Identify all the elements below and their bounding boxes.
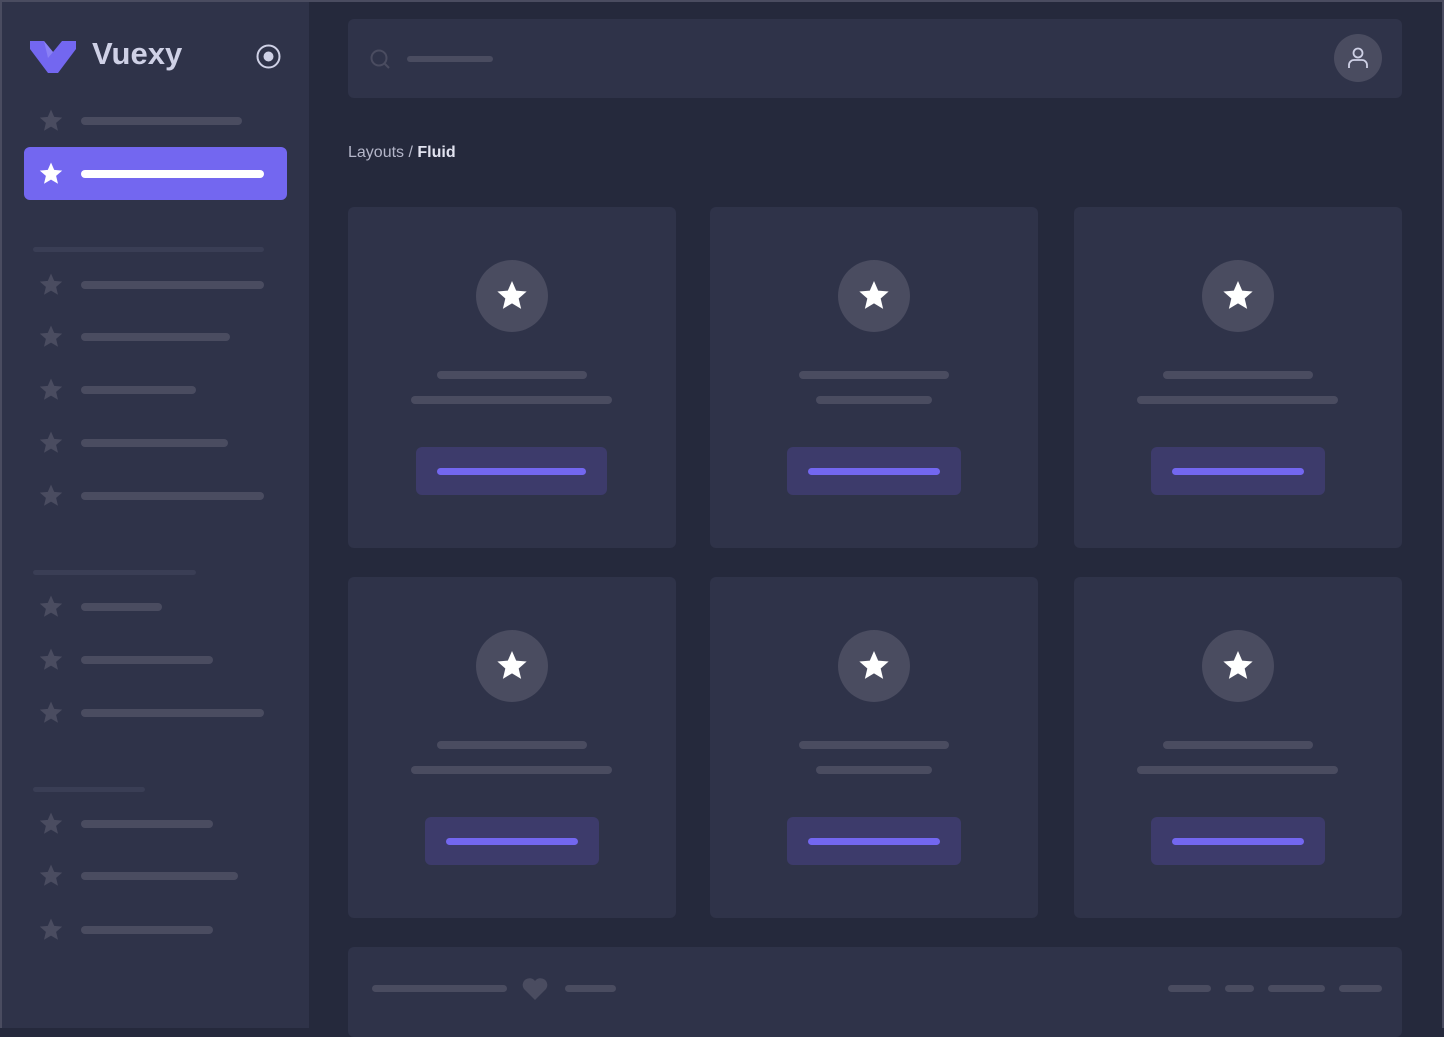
footer-link[interactable] bbox=[1168, 985, 1211, 992]
sidebar-item-label bbox=[81, 439, 228, 447]
sidebar-item-label bbox=[81, 492, 264, 500]
star-icon bbox=[39, 162, 63, 184]
card-button-label bbox=[808, 468, 940, 475]
breadcrumb-separator: / bbox=[408, 144, 413, 161]
star-icon bbox=[497, 280, 527, 309]
footer-text bbox=[372, 985, 507, 992]
feature-card bbox=[1074, 207, 1402, 548]
feature-card bbox=[348, 207, 676, 548]
star-icon bbox=[39, 484, 63, 506]
star-icon bbox=[39, 648, 63, 670]
star-icon bbox=[859, 280, 889, 309]
star-icon bbox=[39, 595, 63, 617]
star-icon bbox=[39, 864, 63, 886]
card-button[interactable] bbox=[787, 447, 961, 495]
radio-circle-icon[interactable] bbox=[256, 44, 281, 69]
breadcrumb-current: Fluid bbox=[417, 144, 456, 161]
sidebar-item-label bbox=[81, 117, 242, 125]
card-title bbox=[1163, 371, 1313, 379]
card-button-label bbox=[1172, 838, 1304, 845]
sidebar-item-label bbox=[81, 926, 213, 934]
star-icon bbox=[859, 650, 889, 679]
feature-card bbox=[1074, 577, 1402, 918]
sidebar-item-label bbox=[81, 386, 196, 394]
search-input[interactable] bbox=[407, 56, 493, 62]
card-button[interactable] bbox=[416, 447, 607, 495]
card-title bbox=[799, 371, 949, 379]
sidebar-item-label bbox=[81, 333, 230, 341]
card-icon-badge bbox=[476, 260, 548, 332]
card-title bbox=[437, 741, 587, 749]
star-icon bbox=[39, 109, 63, 131]
sidebar-item-label bbox=[81, 872, 238, 880]
breadcrumb: Layouts / Fluid bbox=[348, 144, 456, 162]
card-text bbox=[1137, 396, 1338, 404]
card-text bbox=[411, 766, 612, 774]
card-title bbox=[799, 741, 949, 749]
avatar[interactable] bbox=[1334, 34, 1382, 82]
feature-card bbox=[710, 207, 1038, 548]
footer-link[interactable] bbox=[1225, 985, 1254, 992]
sidebar-item-label bbox=[81, 170, 264, 178]
card-button-label bbox=[437, 468, 586, 475]
card-button-label bbox=[446, 838, 578, 845]
feature-card bbox=[710, 577, 1038, 918]
card-button[interactable] bbox=[1151, 447, 1325, 495]
breadcrumb-parent[interactable]: Layouts bbox=[348, 144, 405, 161]
vuexy-logo-icon bbox=[30, 41, 76, 73]
section-divider bbox=[33, 247, 264, 252]
user-icon bbox=[1348, 47, 1368, 68]
sidebar-item-label bbox=[81, 820, 213, 828]
card-icon-badge bbox=[838, 260, 910, 332]
card-icon-badge bbox=[476, 630, 548, 702]
section-divider bbox=[33, 570, 196, 575]
footer-text bbox=[565, 985, 616, 992]
card-text bbox=[816, 766, 932, 774]
search-icon[interactable] bbox=[370, 49, 391, 70]
card-button[interactable] bbox=[787, 817, 961, 865]
sidebar-item-label bbox=[81, 709, 264, 717]
sidebar-item-label bbox=[81, 281, 264, 289]
card-button[interactable] bbox=[425, 817, 599, 865]
card-title bbox=[1163, 741, 1313, 749]
card-icon-badge bbox=[838, 630, 910, 702]
card-button-label bbox=[808, 838, 940, 845]
app-name: Vuexy bbox=[92, 36, 183, 71]
star-icon bbox=[39, 325, 63, 347]
section-divider bbox=[33, 787, 145, 792]
card-title bbox=[437, 371, 587, 379]
footer-link[interactable] bbox=[1339, 985, 1382, 992]
star-icon bbox=[39, 273, 63, 295]
card-icon-badge bbox=[1202, 260, 1274, 332]
star-icon bbox=[39, 812, 63, 834]
feature-card bbox=[348, 577, 676, 918]
card-text bbox=[411, 396, 612, 404]
star-icon bbox=[1223, 650, 1253, 679]
star-icon bbox=[497, 650, 527, 679]
card-text bbox=[816, 396, 932, 404]
footer-link[interactable] bbox=[1268, 985, 1325, 992]
star-icon bbox=[1223, 280, 1253, 309]
sidebar: Vuexy bbox=[0, 0, 309, 1028]
star-icon bbox=[39, 918, 63, 940]
star-icon bbox=[39, 701, 63, 723]
sidebar-item-label bbox=[81, 603, 162, 611]
card-icon-badge bbox=[1202, 630, 1274, 702]
top-navbar bbox=[348, 19, 1402, 98]
heart-icon bbox=[522, 978, 548, 1000]
card-text bbox=[1137, 766, 1338, 774]
card-button-label bbox=[1172, 468, 1304, 475]
star-icon bbox=[39, 378, 63, 400]
star-icon bbox=[39, 431, 63, 453]
footer bbox=[348, 947, 1402, 1037]
card-button[interactable] bbox=[1151, 817, 1325, 865]
sidebar-item-label bbox=[81, 656, 213, 664]
